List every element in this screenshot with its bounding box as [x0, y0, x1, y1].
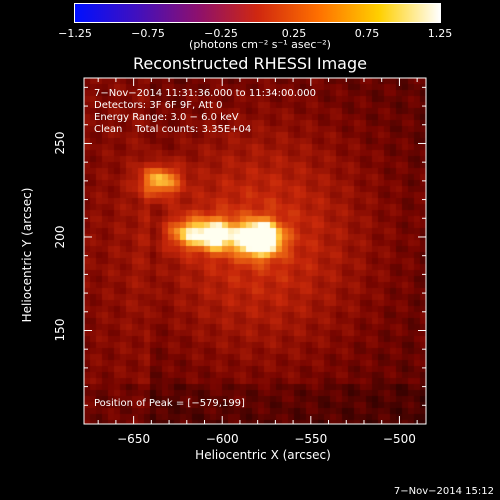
y-axis-label: Heliocentric Y (arcsec): [20, 187, 34, 323]
x-tick-label: −650: [117, 432, 151, 446]
colorbar-tick-label: −1.25: [58, 27, 92, 40]
timestamp: 7−Nov−2014 15:12: [393, 486, 494, 497]
annotation-method: Clean Total counts: 3.35E+04: [94, 124, 252, 135]
y-tick-label: 200: [53, 225, 67, 249]
y-tick-label: 150: [53, 319, 67, 342]
colorbar: [74, 3, 441, 23]
chart-title: Reconstructed RHESSI Image: [133, 54, 367, 73]
x-tick-label: −500: [382, 432, 416, 446]
colorbar-units: (photons cm⁻² s⁻¹ asec⁻²): [189, 38, 331, 51]
x-axis-label: Heliocentric X (arcsec): [195, 448, 331, 462]
annotation-time: 7−Nov−2014 11:31:36.000 to 11:34:00.000: [94, 88, 317, 99]
x-tick-label: −600: [205, 432, 239, 446]
colorbar-tick-label: 1.25: [427, 27, 453, 40]
colorbar-tick-label: −0.75: [131, 27, 165, 40]
y-tick-label: 250: [53, 132, 67, 155]
colorbar-tick-label: −0.25: [204, 27, 238, 40]
colorbar-tick-label: 0.75: [354, 27, 380, 40]
colorbar-tick-label: 0.25: [281, 27, 307, 40]
annotation-peak: Position of Peak = [−579,199]: [94, 398, 245, 409]
x-tick-label: −550: [294, 432, 328, 446]
annotation-energy: Energy Range: 3.0 − 6.0 keV: [94, 112, 239, 123]
annotation-detectors: Detectors: 3F 6F 9F, Att 0: [94, 100, 223, 111]
